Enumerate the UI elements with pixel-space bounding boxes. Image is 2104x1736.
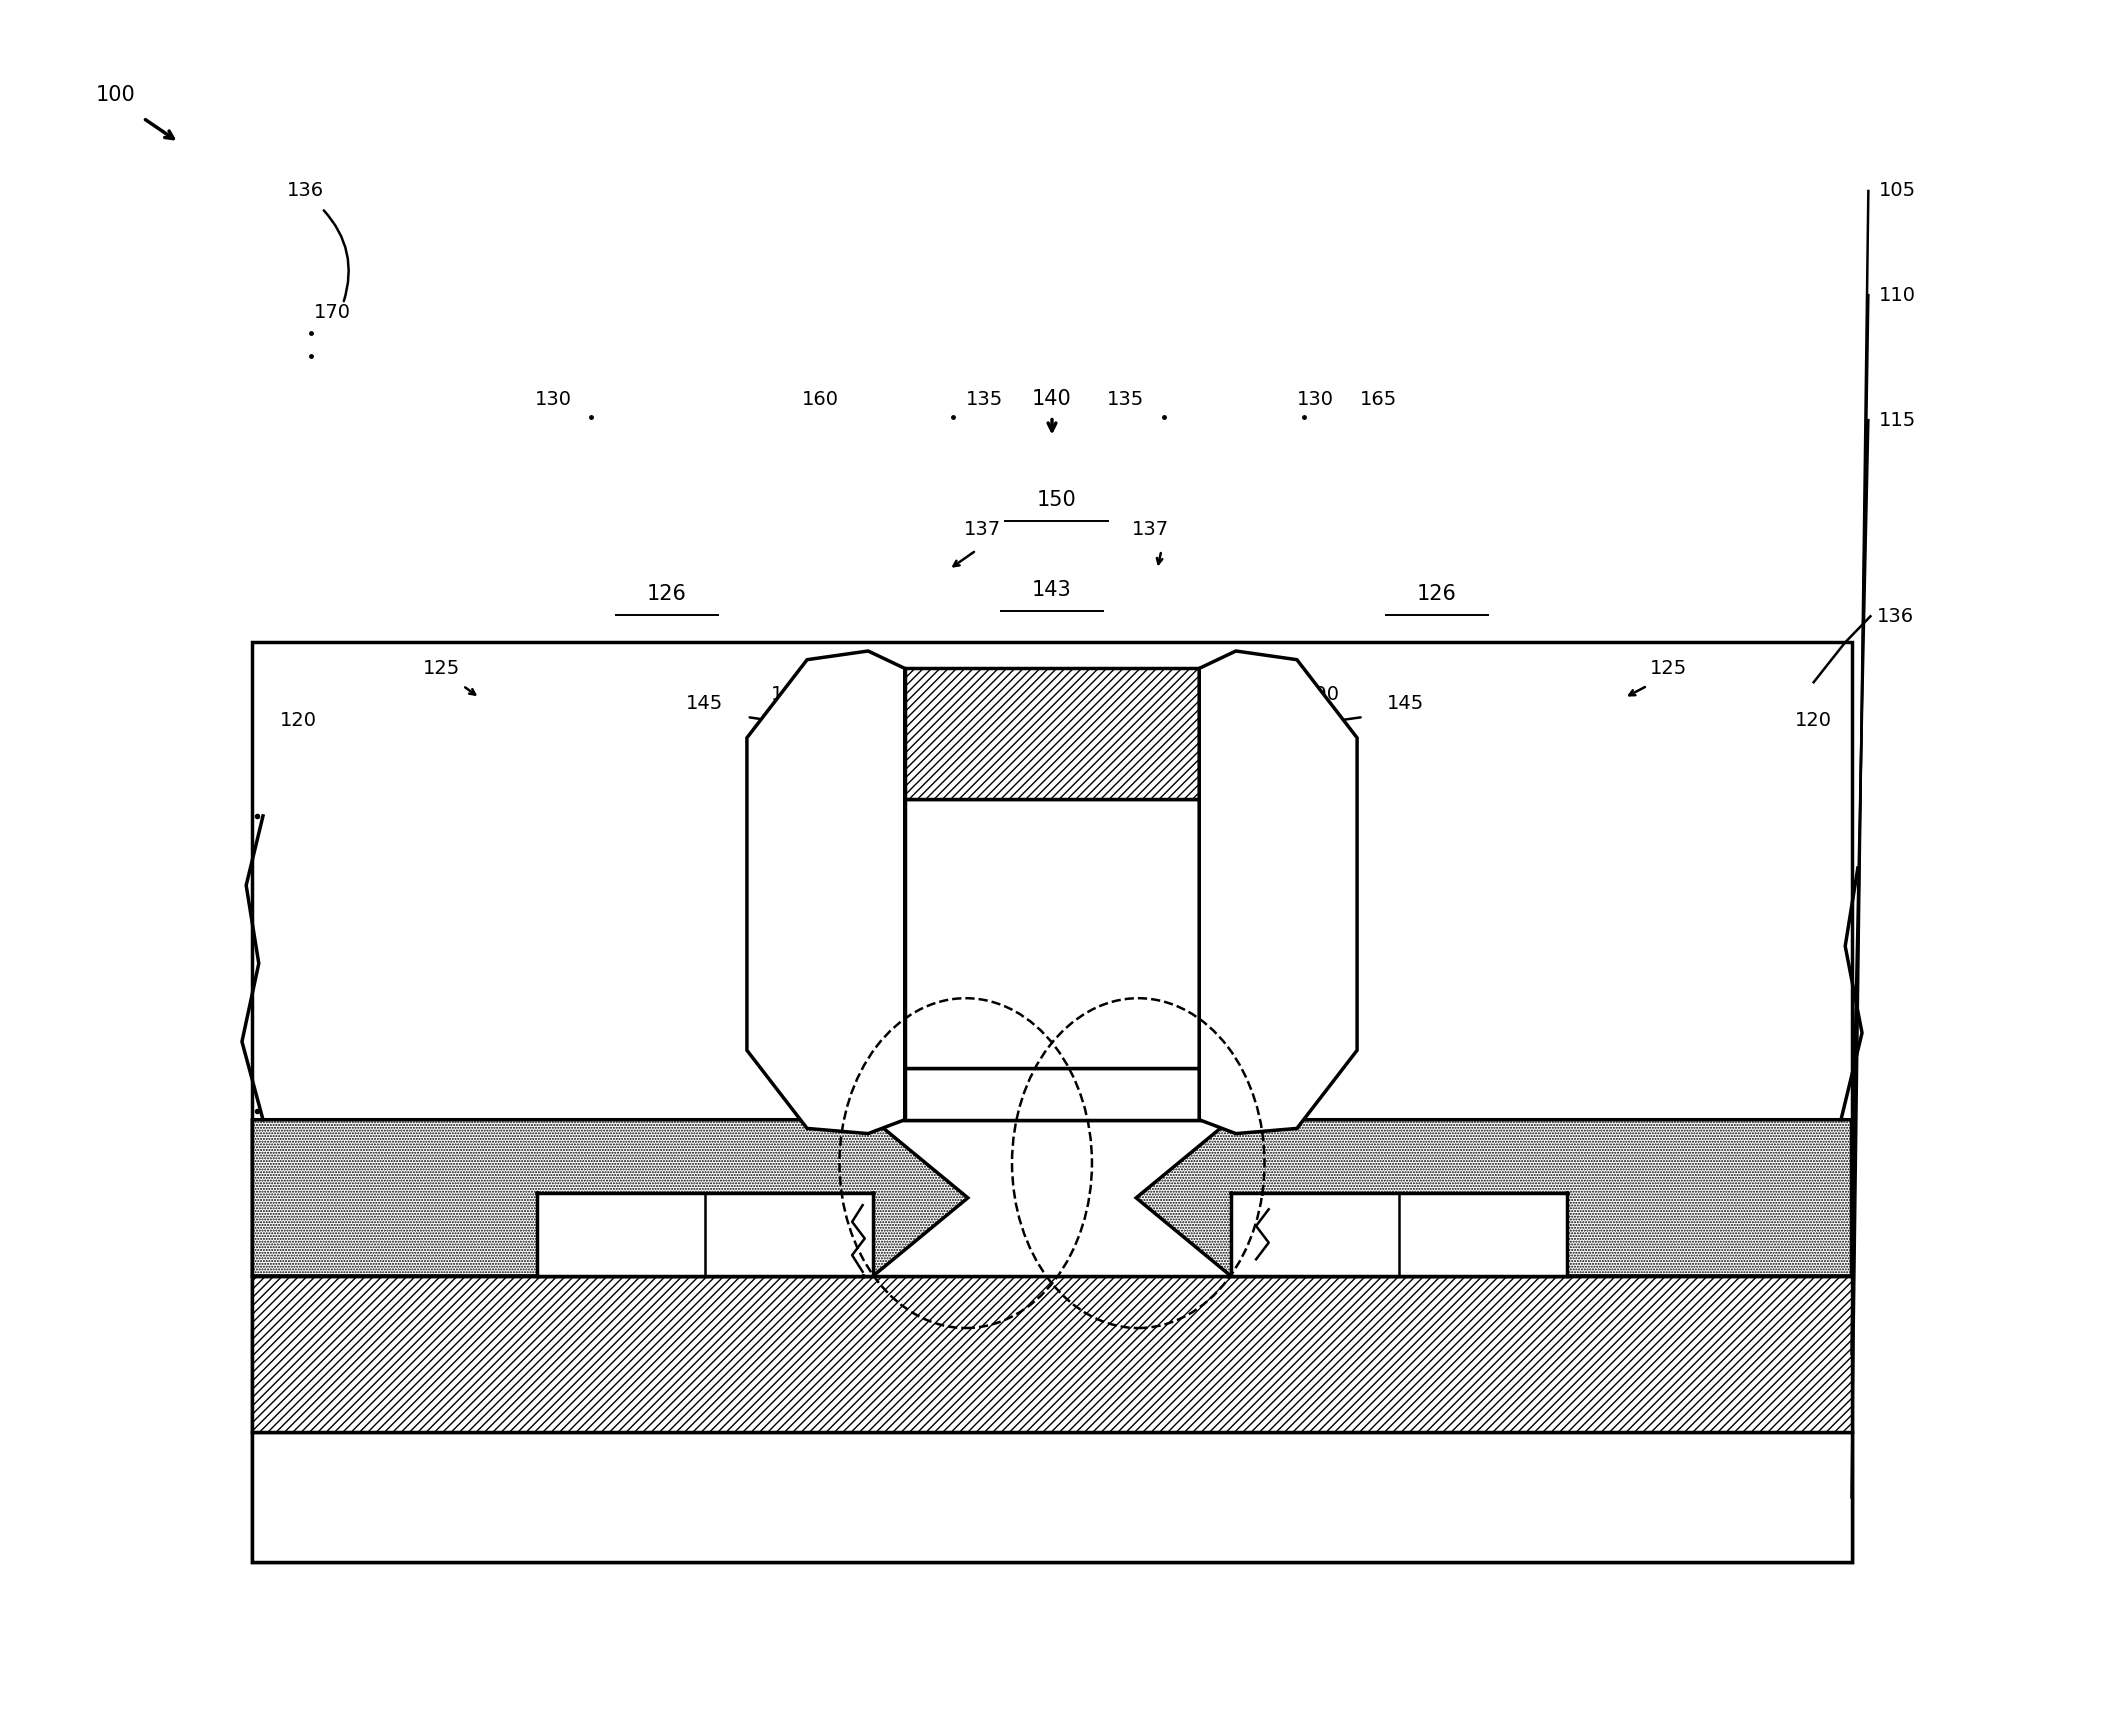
Text: 150: 150	[1037, 490, 1075, 510]
Polygon shape	[252, 1120, 968, 1276]
Bar	[905, 668, 1199, 799]
Text: 145: 145	[1387, 694, 1424, 712]
Text: 141: 141	[1033, 851, 1071, 871]
Text: 143: 143	[1033, 580, 1071, 601]
Bar	[537, 1193, 873, 1276]
Text: 136: 136	[1877, 608, 1915, 625]
Bar	[537, 1120, 1567, 1276]
Text: 145: 145	[686, 694, 724, 712]
Polygon shape	[747, 651, 905, 1134]
Text: 135: 135	[1107, 391, 1145, 408]
Text: 120: 120	[1795, 712, 1833, 729]
Text: 100: 100	[97, 85, 135, 106]
Text: 126: 126	[1418, 583, 1456, 604]
Bar	[252, 1120, 537, 1276]
Text: 135: 135	[966, 391, 1004, 408]
Polygon shape	[1199, 651, 1357, 1134]
Text: 142: 142	[1033, 727, 1071, 748]
Text: 130: 130	[534, 391, 572, 408]
Text: 140: 140	[1033, 389, 1071, 410]
Bar	[252, 1432, 1852, 1562]
Bar	[905, 1068, 1199, 1120]
Text: 130: 130	[1296, 391, 1334, 408]
Bar	[1567, 1120, 1852, 1276]
Polygon shape	[1136, 1120, 1852, 1276]
Text: 125: 125	[423, 660, 461, 677]
Text: 190: 190	[1302, 686, 1340, 703]
Text: 125: 125	[1650, 660, 1687, 677]
Text: 160: 160	[802, 391, 839, 408]
Text: 137: 137	[1132, 521, 1170, 538]
Text: 165: 165	[1359, 391, 1397, 408]
Text: 105: 105	[1879, 182, 1917, 200]
Bar	[252, 642, 1852, 1562]
Bar	[1231, 1193, 1567, 1276]
Text: 136: 136	[286, 182, 324, 200]
Bar	[252, 1276, 1852, 1432]
Text: 170: 170	[313, 304, 351, 321]
FancyArrowPatch shape	[324, 210, 349, 300]
Text: 137: 137	[964, 521, 1002, 538]
Text: 126: 126	[648, 583, 686, 604]
Text: 190: 190	[770, 686, 808, 703]
Bar	[905, 799, 1199, 1068]
Text: 115: 115	[1879, 411, 1917, 429]
Text: 120: 120	[280, 712, 318, 729]
Text: 110: 110	[1879, 286, 1917, 304]
